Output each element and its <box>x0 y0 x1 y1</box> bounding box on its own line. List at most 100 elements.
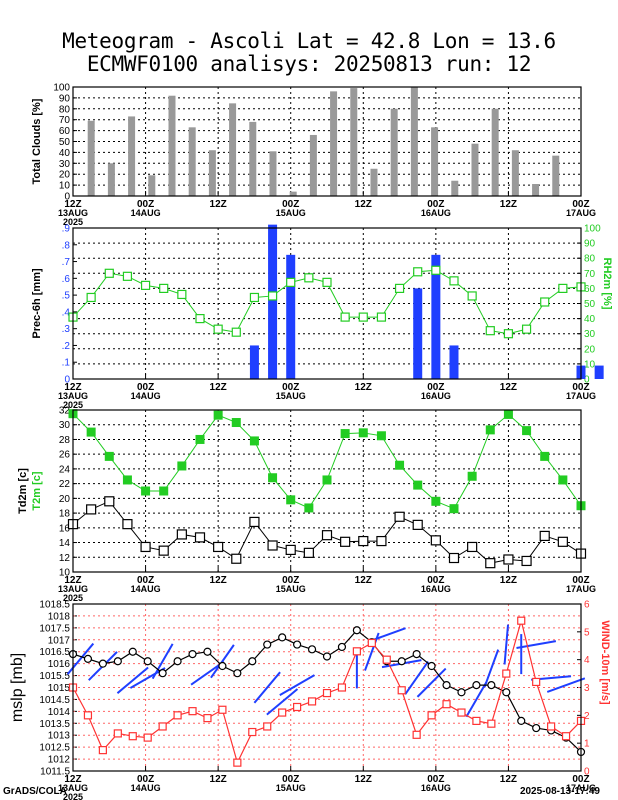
td2m-line <box>67 496 587 569</box>
y-tick-label: .3 <box>62 324 71 335</box>
y-tick-label: .2 <box>62 341 71 352</box>
panel-frame-3 <box>72 409 582 573</box>
y-tick-label: 0 <box>64 192 70 203</box>
x-tick-label-year: 2025 <box>63 400 83 410</box>
t2m-marker <box>322 475 332 485</box>
t2m-marker <box>395 460 405 470</box>
x-tick-label-time: 00Z <box>282 774 299 785</box>
td2m-marker <box>140 541 151 553</box>
x-tick-label-time: 12Z <box>355 575 372 586</box>
y-tick-label: 70 <box>584 269 596 280</box>
y-tick-label: 1011.5 <box>40 767 70 778</box>
td2m-marker <box>231 553 242 564</box>
cloud-bar <box>552 155 560 196</box>
td2m-marker <box>521 555 532 567</box>
cloud-bar <box>491 108 499 196</box>
wind-marker <box>322 688 332 698</box>
x-tick-label-year: 2025 <box>63 593 83 603</box>
wind-marker <box>352 647 361 656</box>
wind-barb <box>253 671 281 704</box>
y-tick-label: 1016 <box>48 659 71 670</box>
rh-marker <box>122 271 133 281</box>
y-tick-label: 30 <box>584 329 596 340</box>
t2m-marker <box>86 427 96 437</box>
y-tick-label: 20 <box>59 494 71 505</box>
x-tick-label-time: 00Z <box>137 199 154 210</box>
wind-barb <box>483 649 500 688</box>
x-tick-label-time: 12Z <box>210 575 227 586</box>
x-tick-label-date: 16AUG <box>421 208 451 218</box>
t2m-marker <box>340 429 350 439</box>
mslp-marker <box>457 688 466 697</box>
wind-marker <box>547 722 556 731</box>
cloud-bar <box>128 116 136 196</box>
td2m-marker <box>267 540 278 551</box>
wind-barb <box>66 642 95 675</box>
y-tick-label: 16 <box>59 523 71 534</box>
cloud-bar <box>168 95 176 196</box>
y-tick-label: 2 <box>584 711 590 722</box>
x-tick-label-time: 12Z <box>355 774 372 785</box>
td2m-y-title: Td2m [c] <box>17 468 29 514</box>
wind-marker <box>412 730 421 739</box>
mslp-line <box>68 626 586 757</box>
mslp-marker <box>442 681 451 690</box>
t2m-marker <box>195 434 205 444</box>
x-tick-label-time: 00Z <box>137 774 154 785</box>
mslp-marker <box>352 626 361 635</box>
wind-marker <box>218 705 227 714</box>
x-tick-label-time: 12Z <box>500 774 517 785</box>
t2m-marker <box>431 496 441 506</box>
t2m-marker <box>286 495 296 505</box>
x-tick-label-date: 17AUG <box>566 208 596 218</box>
y-tick-label: 1013 <box>48 731 71 742</box>
wind-barb <box>546 677 586 693</box>
t2m-marker <box>522 426 532 436</box>
y-tick-label: 70 <box>59 115 71 126</box>
mslp-marker <box>322 652 332 661</box>
panel-frame-1 <box>72 86 582 197</box>
panel-frame-4 <box>72 603 582 772</box>
wind-marker <box>427 711 436 720</box>
cloud-bar <box>208 150 216 196</box>
x-tick-label-time: 00Z <box>282 199 299 210</box>
precip-bar <box>449 345 459 379</box>
td2m-marker <box>86 504 97 515</box>
x-tick-label-time: 12Z <box>210 199 227 210</box>
mslp-marker <box>113 657 122 666</box>
mslp-marker <box>128 647 137 656</box>
wind-marker <box>457 708 466 717</box>
cloud-bar <box>330 91 338 196</box>
td2m-marker <box>122 519 133 530</box>
rh-marker <box>540 297 550 307</box>
x-tick-label-date: 14AUG <box>131 391 161 401</box>
rh-marker <box>521 324 532 334</box>
wind-marker <box>128 732 137 741</box>
x-tick-label-time: 00Z <box>572 199 589 210</box>
precip-bar <box>249 345 259 379</box>
y-tick-label: 1018.5 <box>39 600 70 611</box>
y-tick-label: 1 <box>584 739 590 750</box>
y-tick-label: 10 <box>59 181 71 192</box>
y-tick-label: 1015 <box>48 683 71 694</box>
t2m-marker <box>413 480 423 490</box>
footer-credit: GrADS/COLA <box>3 786 67 797</box>
mslp-marker <box>502 688 511 697</box>
t2m-marker <box>213 410 223 420</box>
x-tick-label-time: 12Z <box>64 774 81 785</box>
precip-y-title: Prec-6h [mm] <box>31 268 43 339</box>
y-tick-label: .4 <box>62 307 71 318</box>
x-tick-label-time: 12Z <box>210 774 227 785</box>
cloud-bar <box>451 180 459 196</box>
mslp-marker <box>307 645 317 654</box>
y-tick-label: 22 <box>59 479 71 490</box>
td2m-marker <box>285 544 296 556</box>
x-tick-label-time: 00Z <box>427 774 444 785</box>
wind-marker <box>337 683 347 692</box>
y-tick-label: 20 <box>584 344 596 355</box>
x-tick-label-date: 13AUG <box>58 391 88 401</box>
rh-marker <box>267 291 278 301</box>
y-tick-label: 30 <box>59 420 71 431</box>
rh-marker <box>558 283 568 293</box>
